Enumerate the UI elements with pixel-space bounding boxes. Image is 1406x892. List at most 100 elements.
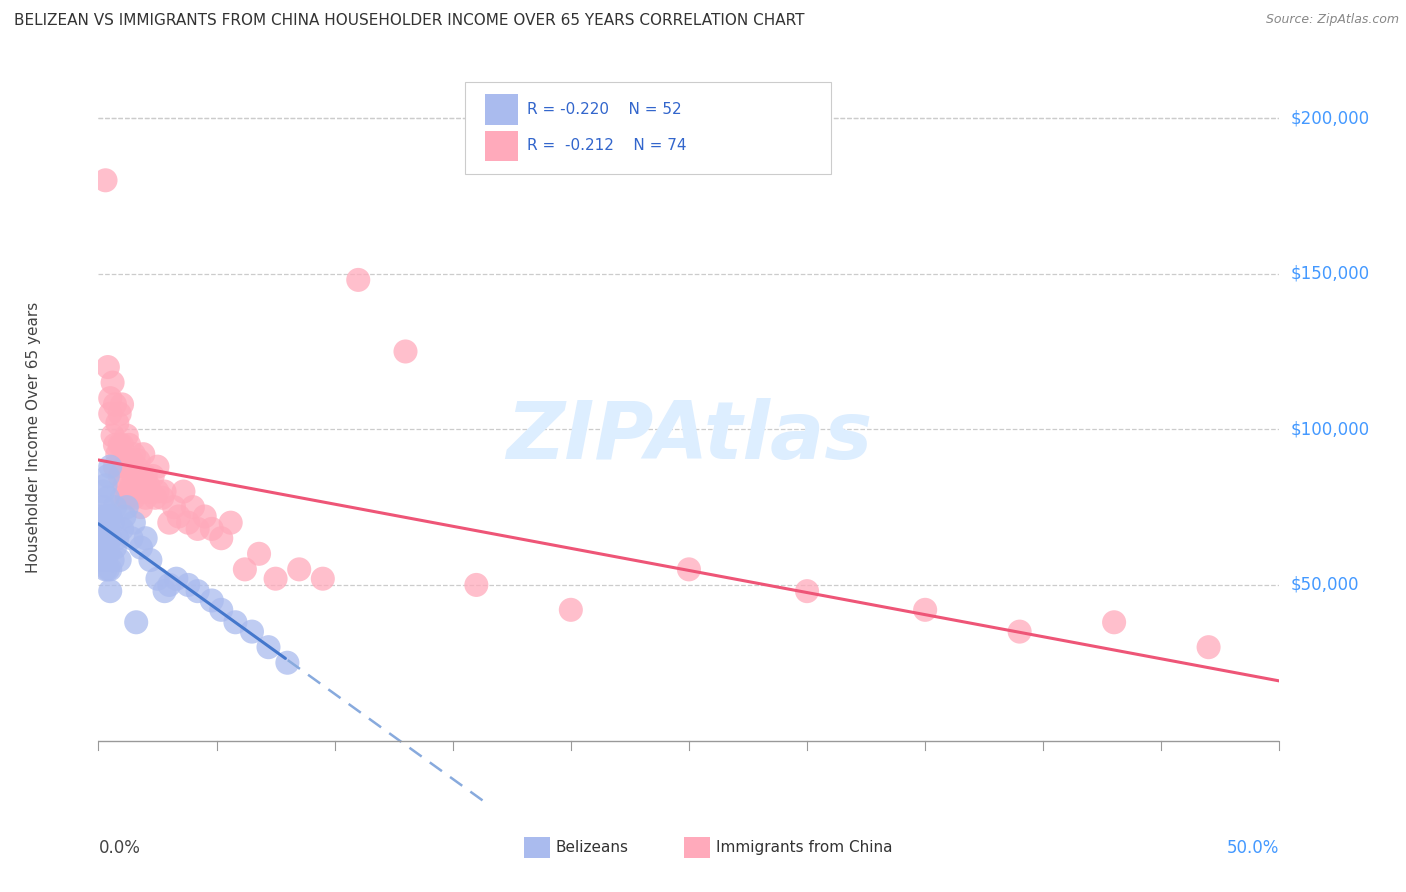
- Text: $100,000: $100,000: [1291, 420, 1369, 438]
- Point: [105, 416, 128, 430]
- Point: [560, 603, 582, 617]
- Point: [177, 578, 200, 592]
- Point: [219, 516, 242, 530]
- Point: [312, 572, 335, 586]
- Point: [132, 447, 155, 461]
- Point: [224, 615, 246, 630]
- Point: [105, 447, 128, 461]
- Point: [129, 469, 152, 483]
- Point: [94, 509, 117, 524]
- Point: [97, 469, 120, 483]
- Point: [97, 547, 120, 561]
- Point: [276, 656, 298, 670]
- Point: [129, 541, 152, 555]
- Point: [94, 173, 117, 187]
- Point: [111, 491, 134, 505]
- Point: [98, 459, 121, 474]
- FancyBboxPatch shape: [685, 838, 710, 858]
- Text: $200,000: $200,000: [1291, 109, 1369, 127]
- Point: [97, 541, 120, 555]
- Point: [146, 484, 169, 499]
- Point: [136, 478, 159, 492]
- Point: [105, 531, 128, 545]
- Point: [101, 553, 124, 567]
- Point: [108, 438, 131, 452]
- Point: [101, 516, 124, 530]
- Point: [187, 584, 209, 599]
- Point: [167, 509, 190, 524]
- Point: [128, 478, 150, 492]
- Point: [115, 459, 138, 474]
- Point: [101, 428, 124, 442]
- Point: [181, 500, 204, 515]
- Point: [122, 469, 145, 483]
- Point: [125, 484, 148, 499]
- Point: [121, 453, 143, 467]
- Point: [128, 453, 150, 467]
- Point: [97, 522, 120, 536]
- Point: [91, 553, 114, 567]
- Text: Householder Income Over 65 years: Householder Income Over 65 years: [25, 301, 41, 573]
- Point: [104, 500, 127, 515]
- Point: [1102, 615, 1125, 630]
- Point: [194, 509, 217, 524]
- Point: [153, 484, 176, 499]
- Point: [104, 459, 127, 474]
- Point: [108, 553, 131, 567]
- Point: [94, 547, 117, 561]
- Point: [347, 273, 370, 287]
- Point: [97, 562, 120, 576]
- Point: [97, 491, 120, 505]
- Point: [465, 578, 488, 592]
- Point: [90, 547, 112, 561]
- Text: $50,000: $50,000: [1291, 576, 1360, 594]
- Text: Source: ZipAtlas.com: Source: ZipAtlas.com: [1265, 13, 1399, 27]
- Point: [163, 500, 186, 515]
- Point: [115, 491, 138, 505]
- Point: [112, 459, 135, 474]
- Point: [233, 562, 256, 576]
- Point: [264, 572, 287, 586]
- Point: [111, 522, 134, 536]
- Point: [201, 593, 224, 607]
- Point: [112, 478, 135, 492]
- Point: [90, 531, 112, 545]
- Point: [209, 603, 232, 617]
- Point: [90, 509, 112, 524]
- Point: [91, 522, 114, 536]
- Point: [111, 397, 134, 411]
- Point: [135, 469, 157, 483]
- Text: R = -0.220    N = 52: R = -0.220 N = 52: [527, 102, 682, 117]
- Point: [1008, 624, 1031, 639]
- FancyBboxPatch shape: [485, 94, 517, 125]
- Point: [118, 459, 141, 474]
- Point: [122, 447, 145, 461]
- Point: [104, 438, 127, 452]
- Point: [132, 484, 155, 499]
- Point: [94, 478, 117, 492]
- Text: 0.0%: 0.0%: [98, 839, 141, 857]
- Point: [165, 572, 187, 586]
- Point: [115, 428, 138, 442]
- Point: [98, 391, 121, 405]
- Point: [209, 531, 232, 545]
- Point: [796, 584, 818, 599]
- Point: [914, 603, 936, 617]
- Text: Belizeans: Belizeans: [555, 840, 628, 855]
- Point: [104, 541, 127, 555]
- Point: [201, 522, 224, 536]
- Point: [135, 531, 157, 545]
- Point: [97, 509, 120, 524]
- Point: [108, 407, 131, 421]
- FancyBboxPatch shape: [523, 838, 550, 858]
- Point: [108, 469, 131, 483]
- Point: [97, 359, 120, 374]
- Text: $150,000: $150,000: [1291, 265, 1369, 283]
- FancyBboxPatch shape: [464, 82, 831, 174]
- Point: [118, 438, 141, 452]
- Point: [678, 562, 700, 576]
- Point: [247, 547, 270, 561]
- Point: [146, 459, 169, 474]
- Point: [118, 484, 141, 499]
- Text: Immigrants from China: Immigrants from China: [716, 840, 893, 855]
